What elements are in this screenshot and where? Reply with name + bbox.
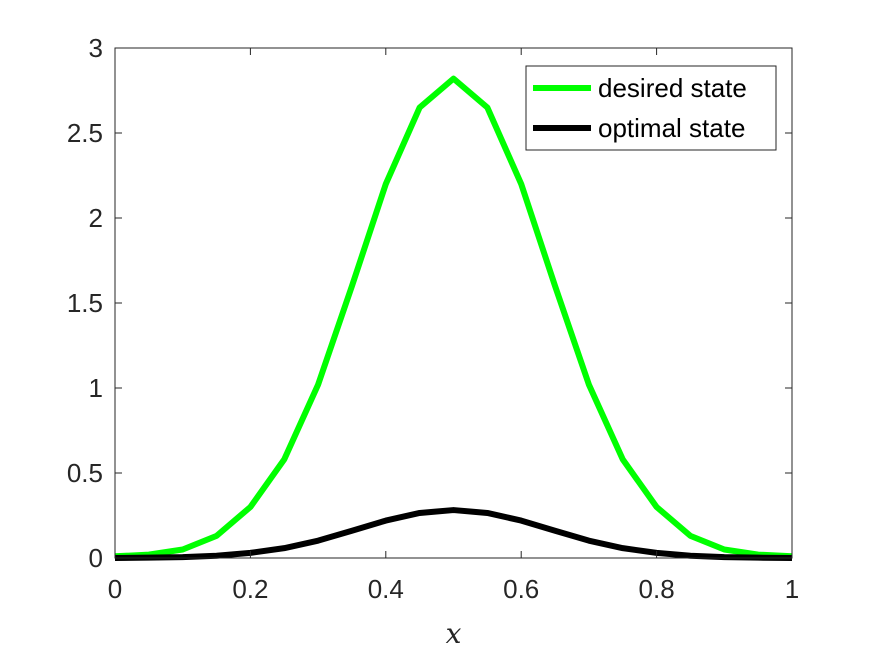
- legend-box: [525, 65, 777, 151]
- x-tick-label: 0.2: [232, 574, 268, 604]
- x-tick-label: 0.8: [639, 574, 675, 604]
- y-tick-label: 2.5: [67, 118, 103, 148]
- ticks-layer: 0 0.2 0.4 0.6 0.8 1 0 0.5 1 1.5 2 2.5 3: [67, 33, 799, 604]
- y-tick-label: 1: [89, 373, 103, 403]
- series-line-optimal-state: [114, 507, 793, 561]
- legend: desired state optimal state: [525, 65, 777, 151]
- y-tick-label: 0: [89, 543, 103, 573]
- x-tick-label: 0: [108, 574, 122, 604]
- x-tick-label: 1: [785, 574, 799, 604]
- x-tick-label: 0.4: [368, 574, 404, 604]
- y-tick-label: 0.5: [67, 458, 103, 488]
- y-tick-label: 2: [89, 203, 103, 233]
- x-axis-label: x: [446, 617, 462, 650]
- series-line-desired-state: [114, 75, 793, 560]
- legend-label: optimal state: [598, 113, 745, 143]
- legend-label: desired state: [598, 73, 747, 103]
- y-tick-label: 3: [89, 33, 103, 63]
- y-tick-label: 1.5: [67, 288, 103, 318]
- series-layer: [114, 75, 793, 561]
- x-tick-label: 0.6: [503, 574, 539, 604]
